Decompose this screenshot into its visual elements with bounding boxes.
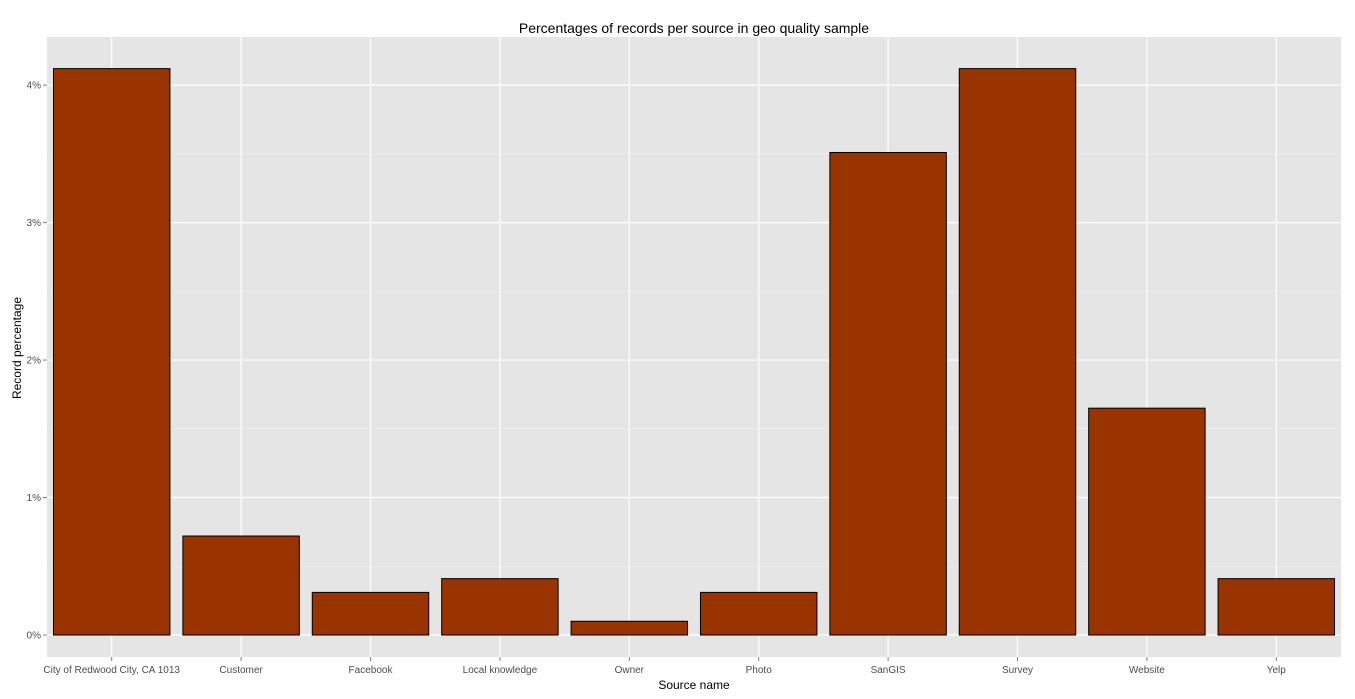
bar	[441, 578, 559, 636]
y-tick-label: 4%	[27, 81, 42, 92]
bar	[570, 620, 689, 636]
x-axis: City of Redwood City, CA 1013 Customer Fac…	[43, 657, 1286, 676]
bar	[182, 535, 300, 636]
x-tick-label: Yelp	[1267, 665, 1287, 676]
chart-title: Percentages of records per source in geo…	[519, 20, 869, 36]
y-tick-label: 3%	[27, 218, 42, 229]
bar	[311, 591, 430, 636]
bar	[52, 68, 171, 636]
x-tick-label: Facebook	[349, 665, 394, 676]
y-axis-title: Record percentage	[10, 297, 24, 399]
y-tick-label: 0%	[27, 631, 42, 642]
x-tick-label: Owner	[615, 665, 645, 676]
bar	[1088, 407, 1206, 636]
x-tick-label: Local knowledge	[463, 665, 538, 676]
y-axis: 0% 1% 2% 3% 4%	[27, 81, 47, 642]
y-tick-label: 2%	[27, 356, 42, 367]
x-tick-label: SanGIS	[871, 665, 906, 676]
x-tick-label: Website	[1129, 665, 1165, 676]
x-tick-label: City of Redwood City, CA 1013	[43, 665, 180, 676]
bar	[958, 68, 1077, 636]
x-tick-label: Survey	[1002, 665, 1033, 676]
y-tick-label: 1%	[27, 493, 42, 504]
bar	[829, 151, 947, 636]
x-tick-label: Customer	[219, 665, 263, 676]
bar	[699, 591, 818, 636]
x-tick-label: Photo	[746, 665, 773, 676]
bars	[52, 68, 1336, 636]
x-axis-title: Source name	[658, 678, 730, 692]
bar	[1217, 578, 1336, 636]
